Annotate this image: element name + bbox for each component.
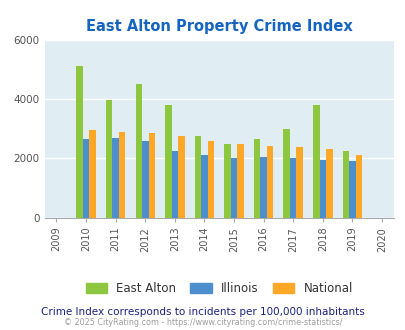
Bar [135,84,142,218]
Bar [201,155,207,218]
Bar [237,144,243,218]
Bar [342,151,348,218]
Bar [178,136,184,218]
Bar [224,144,230,218]
Bar [194,136,201,218]
Bar [253,139,260,218]
Title: East Alton Property Crime Index: East Alton Property Crime Index [85,19,352,34]
Bar [355,154,361,218]
Bar [230,158,237,218]
Bar [289,157,296,218]
Bar [165,105,171,218]
Bar [106,100,112,218]
Bar [76,66,83,218]
Bar [89,130,96,218]
Bar [348,161,355,218]
Bar [83,139,89,218]
Bar [142,141,148,218]
Bar [171,151,178,218]
Bar [325,149,332,218]
Bar [112,138,119,218]
Bar [260,157,266,218]
Bar [266,146,273,218]
Bar [283,129,289,218]
Bar [296,147,302,218]
Text: © 2025 CityRating.com - https://www.cityrating.com/crime-statistics/: © 2025 CityRating.com - https://www.city… [64,318,341,327]
Bar [148,133,155,218]
Bar [119,132,125,218]
Text: Crime Index corresponds to incidents per 100,000 inhabitants: Crime Index corresponds to incidents per… [41,307,364,317]
Bar [312,105,319,218]
Bar [319,160,325,218]
Bar [207,141,214,218]
Legend: East Alton, Illinois, National: East Alton, Illinois, National [81,277,357,300]
